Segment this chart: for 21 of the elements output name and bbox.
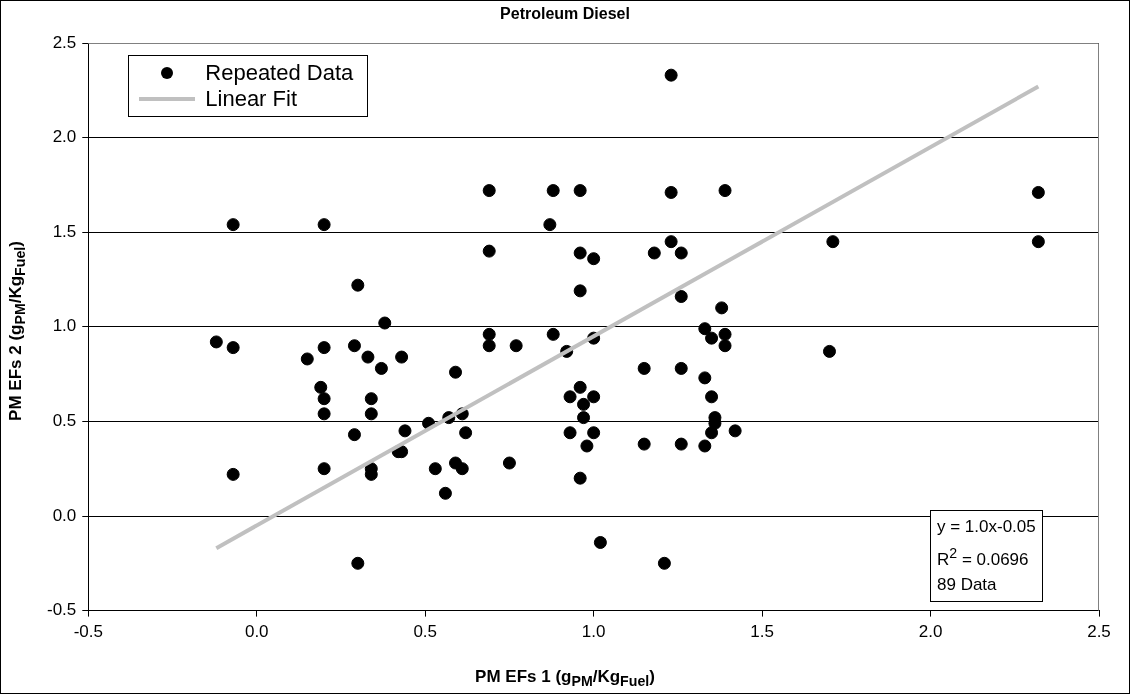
legend-label: Linear Fit (205, 86, 297, 112)
x-tick-label: 2.0 (918, 622, 943, 642)
y-tick-label: 2.0 (52, 127, 77, 147)
chart-title: Petroleum Diesel (499, 5, 631, 23)
y-tick-label: 1.5 (52, 221, 77, 241)
x-tick-label: 2.5 (1087, 622, 1111, 642)
annotation: 89 Data (937, 574, 998, 597)
legend-label: Repeated Data (205, 60, 354, 86)
annotation: y = 1.0x-0.05 (937, 515, 1036, 538)
y-tick-label: -0.5 (47, 600, 77, 620)
y-tick-label: 0.5 (52, 411, 77, 431)
y-tick-label: 0.0 (52, 505, 77, 525)
annotation: R$^{2}$ = 0.0696 (937, 543, 1030, 571)
y-tick-label: 1.0 (52, 316, 77, 336)
x-axis-title: PM EFs 1 (g$_{PM}$/Kg$_{Fuel}$) (474, 666, 656, 689)
y-tick-label: 2.5 (52, 32, 77, 52)
x-tick-label: 1.5 (750, 622, 774, 642)
x-tick-label: 0.5 (413, 622, 438, 642)
x-tick-label: 1.0 (581, 622, 606, 642)
x-tick-label: 0.0 (244, 622, 269, 642)
x-tick-label: -0.5 (73, 622, 103, 642)
